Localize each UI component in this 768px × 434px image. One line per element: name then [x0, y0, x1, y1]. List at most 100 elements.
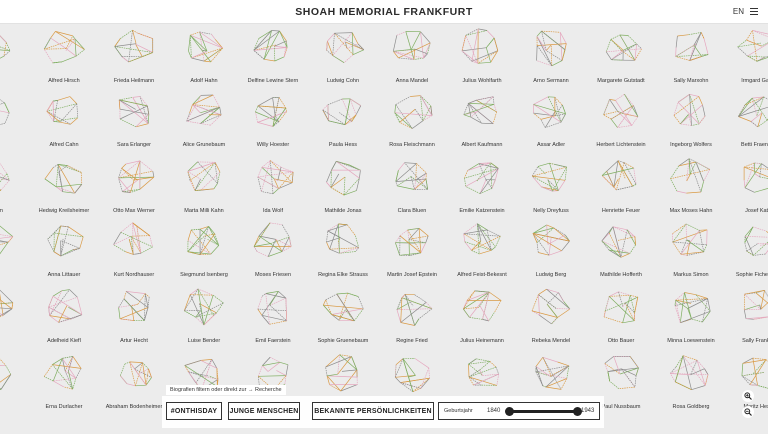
person-card[interactable]: Clara Bluen	[372, 156, 452, 226]
person-card[interactable]: Henriette Feuer	[581, 156, 661, 226]
person-card[interactable]: Paula Hess	[303, 90, 383, 160]
person-card[interactable]: Willy Hoester	[233, 90, 313, 160]
person-name: Ida Wolf	[262, 208, 284, 214]
person-card[interactable]: Markus Simon	[651, 220, 731, 290]
hamburger-icon[interactable]	[750, 8, 758, 15]
person-card[interactable]: Sophie Gruenebaum	[303, 286, 383, 356]
person-card[interactable]	[0, 286, 33, 356]
polyhedron-icon	[601, 160, 637, 191]
person-card[interactable]	[0, 26, 33, 96]
person-card[interactable]: nebaum	[0, 156, 33, 226]
filter-bar: #ONTHISDAY JUNGE MENSCHEN BEKANNTE PERSÖ…	[162, 396, 604, 428]
polyhedron-icon	[743, 289, 768, 320]
person-card[interactable]: Mathilde Jonas	[303, 156, 383, 226]
person-card[interactable]: Alice Grunebaum	[164, 90, 244, 160]
person-card[interactable]: Julius Heinemann	[442, 286, 522, 356]
zoom-in-button[interactable]	[742, 390, 754, 402]
person-card[interactable]: Julius Wohlfarth	[442, 26, 522, 96]
site-title[interactable]: SHOAH MEMORIAL FRANKFURT	[295, 5, 473, 18]
person-card[interactable]: Martin Josef Epstein	[372, 220, 452, 290]
person-card[interactable]: Sara Erlanger	[94, 90, 174, 160]
polyhedron-icon	[43, 31, 85, 64]
person-card[interactable]: Otto Bauer	[581, 286, 661, 356]
person-card[interactable]: Nelly Dreyfuss	[511, 156, 591, 226]
person-card[interactable]: Ludwig Berg	[511, 220, 591, 290]
person-card[interactable]: Regine Fried	[372, 286, 452, 356]
person-card[interactable]: Assar Adler	[511, 90, 591, 160]
person-card[interactable]: Sally Frankel	[718, 286, 768, 356]
person-card[interactable]: Paul Nussbaum	[581, 352, 661, 422]
person-card[interactable]: Ida Wolf	[233, 156, 313, 226]
polyhedron-icon	[46, 96, 79, 125]
person-card[interactable]: Rosa Goldberg	[651, 352, 731, 422]
person-card[interactable]: Delfine Lewine Stern	[233, 26, 313, 96]
polyhedron-icon	[187, 161, 221, 191]
polyhedron-icon	[672, 223, 708, 256]
language-switch[interactable]: EN	[732, 7, 744, 16]
person-name: Erna Durlacher	[45, 404, 83, 410]
person-name: Emilie Katzenstein	[459, 208, 505, 214]
person-card[interactable]: Betti Fraenkel	[718, 90, 768, 160]
person-card[interactable]: Adolf Hahn	[164, 26, 244, 96]
polyhedron-icon	[0, 225, 14, 255]
polyhedron-icon	[674, 292, 711, 324]
person-card[interactable]: Regina Elke Strauss	[303, 220, 383, 290]
person-name: Luise Bender	[187, 338, 221, 344]
person-card[interactable]: Herbert Lichtenstein	[581, 90, 661, 160]
person-card[interactable]: Sophie Fichendler	[718, 220, 768, 290]
person-card[interactable]: Ingeborg Wolfers	[651, 90, 731, 160]
zoom-out-button[interactable]	[742, 406, 754, 418]
person-card[interactable]: Artur Hecht	[94, 286, 174, 356]
person-card[interactable]: Minna Loewenstein	[651, 286, 731, 356]
person-card[interactable]: Emil Faerstein	[233, 286, 313, 356]
person-card[interactable]: Erna Durlacher	[24, 352, 104, 422]
person-card[interactable]: Marta Milli Kahn	[164, 156, 244, 226]
zoom-out-icon	[744, 408, 752, 416]
person-card[interactable]: Rosa Fleischmann	[372, 90, 452, 160]
person-card[interactable]: Josef Katz	[718, 156, 768, 226]
person-card[interactable]: Moritz Hess	[718, 352, 768, 422]
slider-handle-from[interactable]	[504, 407, 514, 416]
person-card[interactable]: Rebeka Mendel	[511, 286, 591, 356]
onthisday-button[interactable]: #ONTHISDAY	[166, 402, 222, 420]
polyhedron-icon	[744, 226, 768, 256]
person-card[interactable]: Siegmund Isenberg	[164, 220, 244, 290]
person-card[interactable]: Margarete Gutstadt	[581, 26, 661, 96]
polyhedron-icon	[118, 160, 155, 193]
person-card[interactable]: Alfred Feist-Bekesnt	[442, 220, 522, 290]
slider-track[interactable]	[509, 410, 577, 413]
bekannte-persoenlichkeiten-button[interactable]: BEKANNTE PERSÖNLICHKEITEN	[312, 402, 434, 420]
polyhedron-icon	[114, 29, 154, 63]
person-card[interactable]: Adelheid Kiefl	[24, 286, 104, 356]
polyhedron-icon	[738, 96, 768, 128]
person-card[interactable]: Abraham Bodenheimer	[94, 352, 174, 422]
person-card[interactable]: Max Moses Hahn	[651, 156, 731, 226]
person-card[interactable]: Kurt Nordhauser	[94, 220, 174, 290]
person-card[interactable]: mann	[0, 90, 33, 160]
person-card[interactable]: Alfred Cahn	[24, 90, 104, 160]
person-card[interactable]: Irmgard Gans	[718, 26, 768, 96]
person-card[interactable]: Luise Bender	[164, 286, 244, 356]
filter-hint[interactable]: Biografien filtern oder direkt zur → Rec…	[166, 385, 286, 395]
person-card[interactable]: Sally Marxohn	[651, 26, 731, 96]
person-card[interactable]: Emilie Katzenstein	[442, 156, 522, 226]
person-card[interactable]: Otto Max Werner	[94, 156, 174, 226]
person-card[interactable]	[0, 220, 33, 290]
person-card[interactable]: Ludwig Cohn	[303, 26, 383, 96]
person-name: Anna Mandel	[395, 78, 429, 84]
person-card[interactable]: Hedwig Kreilsheimer	[24, 156, 104, 226]
person-card[interactable]	[0, 352, 33, 422]
person-card[interactable]: Anna Mandel	[372, 26, 452, 96]
person-card[interactable]: Frieda Heilmann	[94, 26, 174, 96]
slider-handle-to[interactable]	[572, 407, 582, 416]
person-name: Paul Nussbaum	[601, 404, 641, 410]
polyhedron-icon	[669, 355, 709, 391]
person-card[interactable]: Moses Friesen	[233, 220, 313, 290]
person-card[interactable]: Arno Sermann	[511, 26, 591, 96]
person-card[interactable]: Alfred Hirsch	[24, 26, 104, 96]
person-card[interactable]: Mathilde Hofferth	[581, 220, 661, 290]
person-name: Minna Loewenstein	[667, 338, 715, 344]
person-card[interactable]: Anna Littauer	[24, 220, 104, 290]
junge-menschen-button[interactable]: JUNGE MENSCHEN	[228, 402, 300, 420]
person-card[interactable]: Albert Kaufmann	[442, 90, 522, 160]
